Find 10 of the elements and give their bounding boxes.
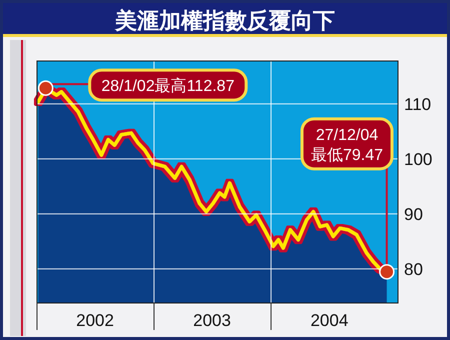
x-tick-label: 2003 xyxy=(193,311,231,330)
y-tick-label: 90 xyxy=(404,204,423,224)
y-tick-label: 100 xyxy=(404,150,432,169)
y-tick-label: 80 xyxy=(404,260,423,279)
x-tick-label: 2002 xyxy=(76,311,114,330)
annotation: 28/1/02最高112.87 xyxy=(101,77,235,96)
y-tick-label: 110 xyxy=(404,94,432,114)
x-tick-label: 2004 xyxy=(310,311,348,330)
annotation: 27/12/04 最低79.47 xyxy=(310,126,384,164)
chart-title: 美滙加權指數反覆向下 xyxy=(114,8,335,33)
